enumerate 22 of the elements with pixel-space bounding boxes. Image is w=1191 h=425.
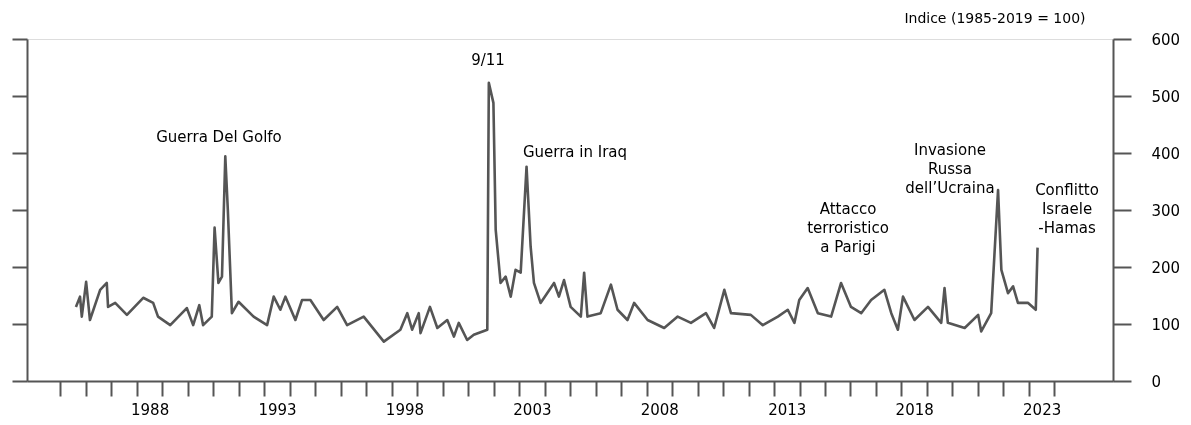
y-axis-title: Indice (1985-2019 = 100) [904, 9, 1086, 26]
annotation: Invasione Russa dell’Ucraina [905, 141, 995, 197]
y-tick-label: 100 [1151, 315, 1181, 334]
x-tick-label: 1988 [131, 400, 170, 419]
x-tick-label: 2018 [895, 400, 934, 419]
annotation: Guerra Del Golfo [156, 128, 282, 146]
y-tick-label: 400 [1151, 144, 1181, 163]
y-tick-label: 300 [1151, 201, 1181, 220]
x-tick-label: 1993 [258, 400, 297, 419]
x-tick-label: 2008 [640, 400, 679, 419]
x-tick-label: 2023 [1023, 400, 1062, 419]
annotation: Conflitto Israele -Hamas [1035, 181, 1099, 237]
annotation: Guerra in Iraq [522, 143, 628, 161]
x-tick-label: 1998 [385, 400, 425, 419]
x-tick-label: 2013 [768, 400, 807, 419]
y-tick-label: 600 [1151, 30, 1181, 49]
y-tick-label: 0 [1151, 372, 1162, 391]
annotation: Attacco terroristico a Parigi [807, 200, 889, 256]
y-tick-label: 500 [1151, 87, 1181, 106]
annotation: 9/11 [471, 51, 505, 69]
x-tick-label: 2003 [513, 400, 552, 419]
y-tick-label: 200 [1151, 258, 1181, 277]
